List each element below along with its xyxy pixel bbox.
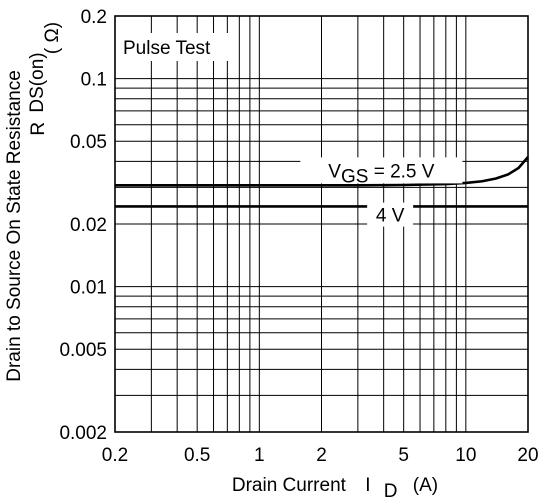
y-tick-label: 0.1: [81, 70, 107, 91]
x-axis-subscript: D: [384, 481, 398, 499]
y-tick-label: 0.05: [70, 132, 107, 153]
y-axis-symbol: R: [28, 122, 49, 136]
pulse-test-label: Pulse Test: [123, 38, 211, 59]
series-label-sub: GS: [341, 166, 368, 187]
x-axis-symbol: I: [365, 475, 370, 496]
series-label-bg: [300, 157, 463, 184]
y-axis-label-main: Drain to Source On State Resistance: [4, 70, 25, 382]
curve-labels: VGS = 2.5 V 4 V: [300, 157, 463, 227]
series-label-bg: [367, 202, 414, 227]
y-tick-label: 0.01: [70, 278, 107, 299]
plot-frame: [114, 15, 529, 433]
x-axis-unit: (A): [413, 475, 438, 496]
pulse-test-annotation: Pulse Test: [120, 33, 232, 61]
y-tick-label: 0.005: [59, 340, 107, 361]
grid: [115, 16, 528, 432]
series-line: [115, 156, 529, 187]
x-axis-label: Drain Current I D (A): [232, 475, 438, 499]
series-label-rest: = 2.5 V: [368, 161, 434, 182]
x-tick-label: 20: [517, 445, 538, 466]
x-tick-label: 5: [398, 445, 409, 466]
x-tick-label: 0.2: [102, 445, 128, 466]
y-axis-label: Drain to Source On State Resistance R DS…: [4, 22, 63, 382]
y-tick-label: 0.02: [70, 215, 107, 236]
x-tick-label: 2: [316, 445, 327, 466]
series-label-main: V: [328, 161, 341, 182]
series-label: VGS = 2.5 V: [328, 161, 434, 187]
x-axis-label-main: Drain Current: [232, 475, 347, 496]
series-label: 4 V: [376, 206, 405, 227]
y-tick-label: 0.002: [59, 423, 107, 444]
y-axis-subscript: DS(on): [27, 52, 48, 112]
y-tick-label: 0.2: [81, 7, 107, 28]
curves: [115, 156, 529, 208]
y-axis-unit: ( Ω): [42, 22, 63, 54]
x-tick-label: 0.5: [184, 445, 210, 466]
x-tick-label: 1: [254, 445, 265, 466]
y-axis-symbol-line: R DS(on): [27, 52, 49, 135]
x-tick-label: 10: [455, 445, 476, 466]
x-tick-labels: 0.2 0.5 1 2 5 10 20: [102, 445, 539, 466]
y-tick-labels: 0.2 0.1 0.05 0.02 0.01 0.005 0.002: [59, 7, 107, 444]
